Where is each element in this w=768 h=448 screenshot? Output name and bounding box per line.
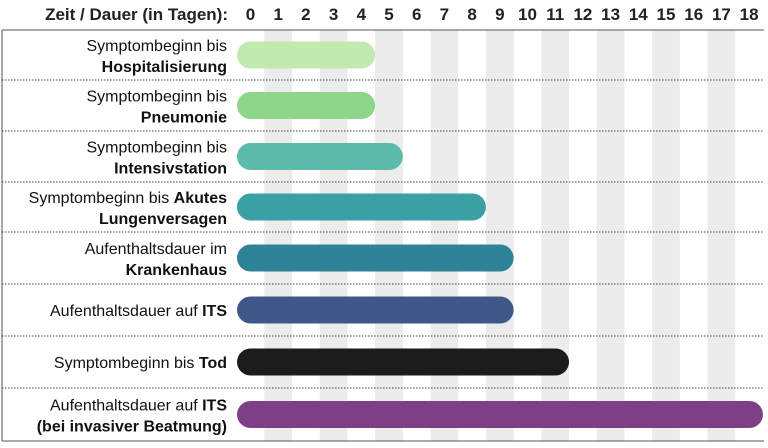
column-band-7 xyxy=(430,30,459,441)
category-label-line1: Symptombeginn bis Akutes xyxy=(29,190,227,207)
column-band-13 xyxy=(596,30,625,441)
category-label-line1: Aufenthaltsdauer auf ITS xyxy=(50,303,227,320)
x-tick-label: 5 xyxy=(384,5,393,24)
x-tick-label: 16 xyxy=(684,5,703,24)
x-tick-label: 17 xyxy=(712,5,731,24)
x-axis-ticks: 0 1 2 3 4 5 6 7 8 9 10 11 12 13 14 15 16 17 18 xyxy=(246,5,759,24)
column-band-17 xyxy=(707,30,736,441)
x-tick-label: 13 xyxy=(601,5,620,24)
category-labels: Symptombeginn bis Hospitalisierung Symptom… xyxy=(29,38,228,436)
bar-4 xyxy=(237,244,514,272)
bar-1 xyxy=(237,92,376,119)
x-tick-label: 1 xyxy=(273,5,282,24)
column-bands xyxy=(264,30,736,441)
column-band-1 xyxy=(264,30,293,441)
category-label-line2: Hospitalisierung xyxy=(102,59,227,76)
x-tick-label: 10 xyxy=(518,5,537,24)
row-separators xyxy=(1,29,764,442)
bar-7 xyxy=(237,401,763,428)
x-tick-label: 11 xyxy=(546,5,564,24)
category-label-line2: Intensivstation xyxy=(114,161,227,178)
column-band-5 xyxy=(375,30,403,441)
x-tick-label: 4 xyxy=(357,5,367,24)
bar-0 xyxy=(237,41,376,69)
category-label-line2: Pneumonie xyxy=(141,110,227,127)
bar-6 xyxy=(237,348,570,376)
x-axis-title: Zeit / Dauer (in Tagen): xyxy=(45,5,228,24)
x-tick-label: 2 xyxy=(301,5,310,24)
x-tick-label: 15 xyxy=(657,5,676,24)
x-tick-label: 7 xyxy=(440,5,449,24)
x-tick-label: 18 xyxy=(740,5,759,24)
category-label-line1: Aufenthaltsdauer auf ITS xyxy=(50,398,227,415)
category-label-line1: Symptombeginn bis Tod xyxy=(54,355,227,372)
x-tick-label: 0 xyxy=(246,5,255,24)
column-band-15 xyxy=(652,30,680,441)
category-label-line2: Lungenversagen xyxy=(99,211,227,228)
bars xyxy=(237,41,763,428)
x-tick-label: 3 xyxy=(329,5,338,24)
bar-5 xyxy=(237,296,514,324)
bar-3 xyxy=(237,193,486,221)
category-label-line2: (bei invasiver Beatmung) xyxy=(37,419,227,436)
category-label-line2: Krankenhaus xyxy=(126,262,227,279)
category-label-line1: Symptombeginn bis xyxy=(86,140,227,157)
x-tick-label: 6 xyxy=(412,5,421,24)
column-band-3 xyxy=(319,30,348,441)
x-tick-label: 8 xyxy=(467,5,476,24)
column-band-11 xyxy=(541,30,570,441)
x-tick-label: 9 xyxy=(495,5,504,24)
x-tick-label: 12 xyxy=(573,5,592,24)
column-band-9 xyxy=(485,30,514,441)
x-tick-label: 14 xyxy=(629,5,648,24)
category-label-line1: Aufenthaltsdauer im xyxy=(85,241,227,258)
category-label-line1: Symptombeginn bis xyxy=(86,89,227,106)
category-label-line1: Symptombeginn bis xyxy=(86,38,227,55)
bar-2 xyxy=(237,143,403,170)
